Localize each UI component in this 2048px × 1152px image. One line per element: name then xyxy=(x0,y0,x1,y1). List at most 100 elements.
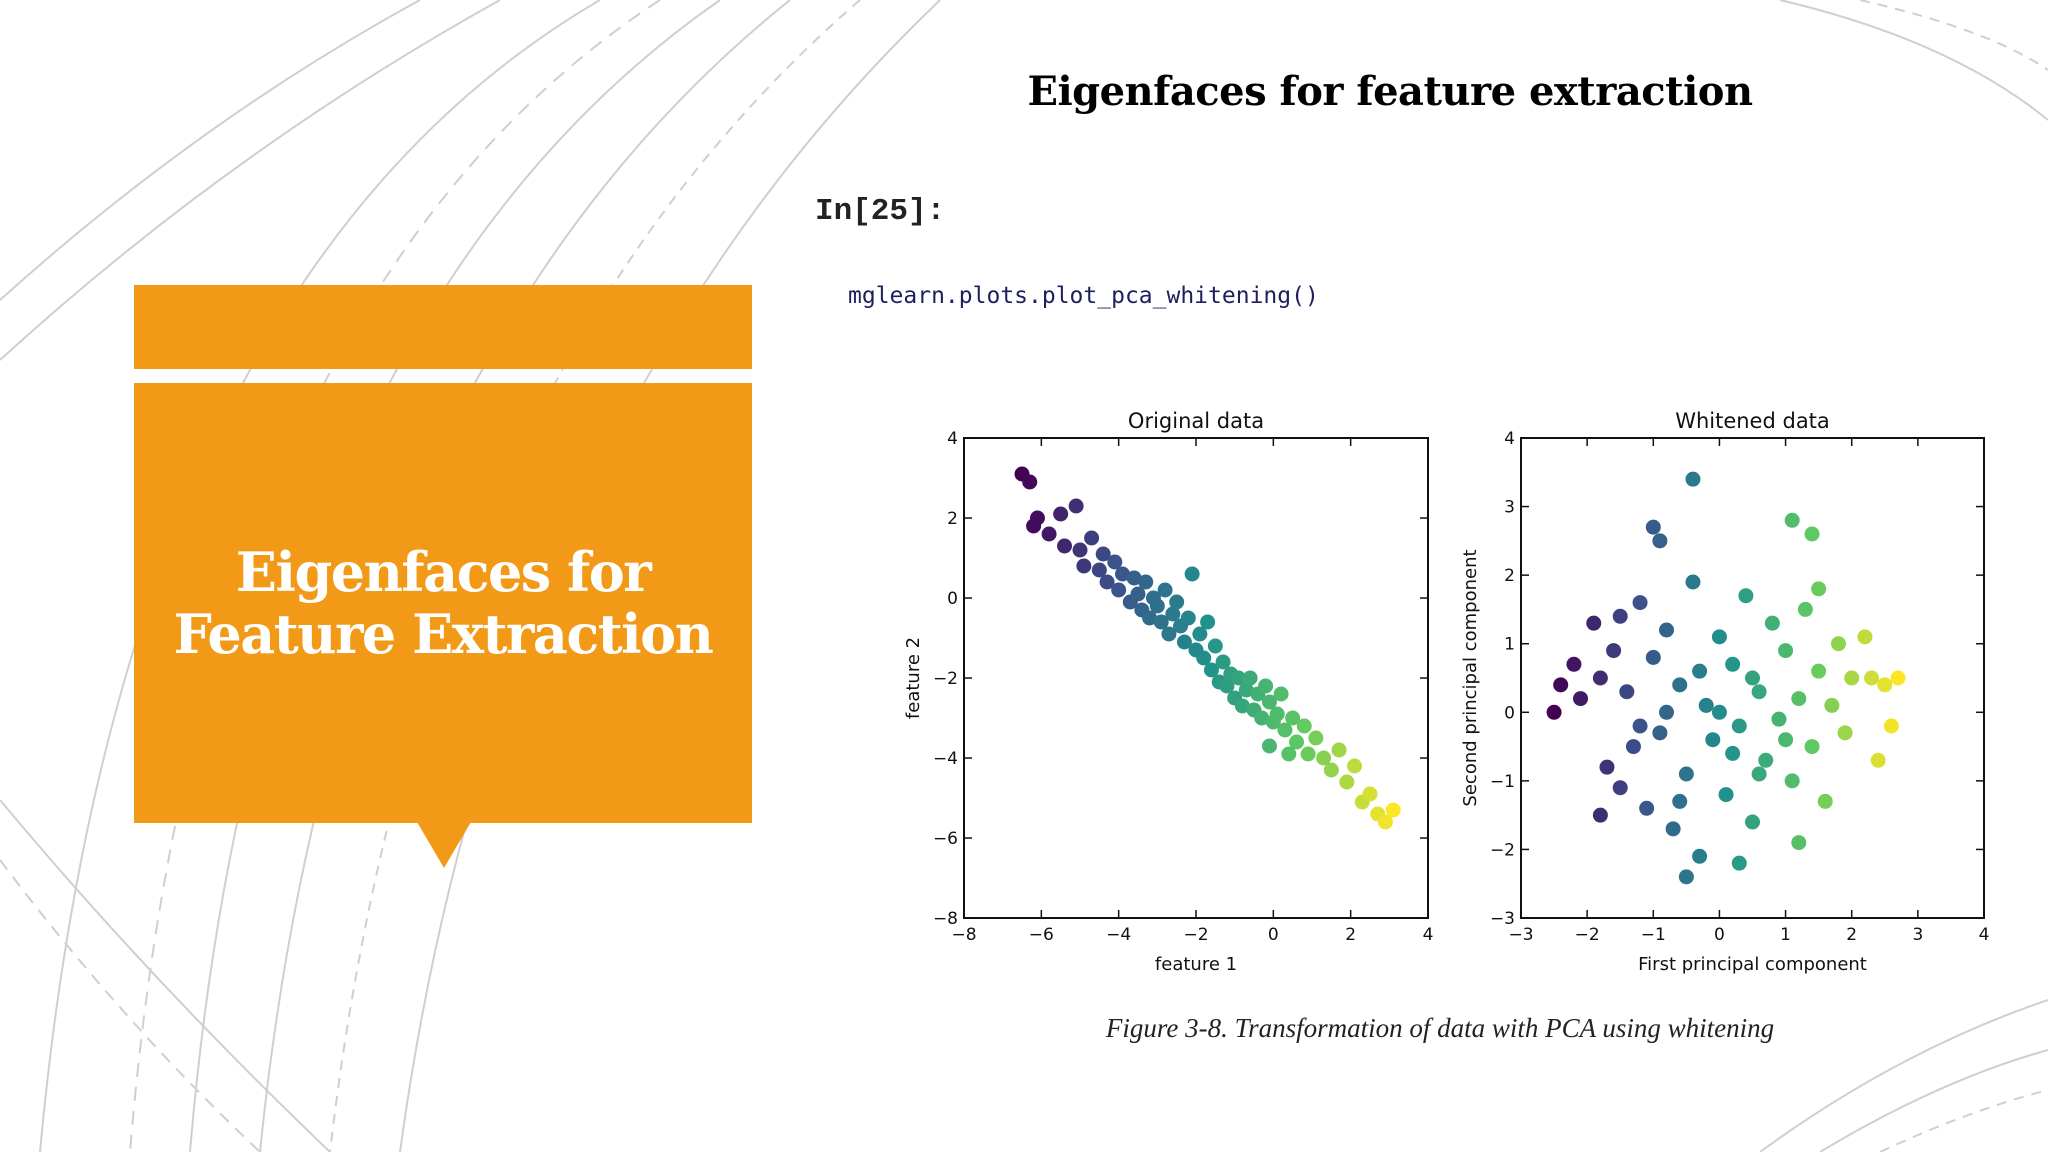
data-point xyxy=(1041,526,1057,542)
data-point xyxy=(1645,649,1661,665)
data-point xyxy=(1362,786,1378,802)
x-tick-label: 4 xyxy=(1423,925,1434,945)
data-point xyxy=(1180,610,1196,626)
data-point xyxy=(1277,722,1293,738)
data-point xyxy=(1153,614,1169,630)
title-callout: Eigenfaces for Feature Extraction xyxy=(134,383,752,823)
slide-title: Eigenfaces for feature extraction xyxy=(1027,68,1753,115)
data-point xyxy=(1385,802,1401,818)
data-point xyxy=(1142,610,1158,626)
data-point xyxy=(1091,562,1107,578)
x-tick-label: 1 xyxy=(1780,925,1791,945)
data-point xyxy=(1864,670,1880,686)
code-line: mglearn.plots.plot_pca_whitening() xyxy=(848,283,1319,309)
y-tick-label: −2 xyxy=(933,669,958,689)
data-point xyxy=(1659,704,1675,720)
data-point xyxy=(1705,732,1721,748)
data-point xyxy=(1632,718,1648,734)
data-point xyxy=(1592,807,1608,823)
data-point xyxy=(1192,626,1208,642)
data-point xyxy=(1758,752,1774,768)
data-point xyxy=(1745,814,1760,830)
data-point xyxy=(1296,718,1312,734)
data-point xyxy=(1107,554,1123,570)
data-point xyxy=(1258,678,1274,694)
y-tick-label: 4 xyxy=(947,429,958,449)
y-tick-label: −3 xyxy=(1490,909,1515,929)
data-point xyxy=(1165,606,1181,622)
data-point xyxy=(1176,634,1192,650)
chart-0: −8 −6 −4 −2 0 2 4 −8 −6 −4 −2 0 2 4 Original data featu… xyxy=(903,409,1433,975)
data-point xyxy=(1824,697,1840,713)
data-point xyxy=(1084,530,1100,546)
data-point xyxy=(1665,821,1681,837)
data-point xyxy=(1830,636,1846,652)
data-point xyxy=(1553,677,1569,693)
data-point xyxy=(1612,608,1628,624)
data-point xyxy=(1566,656,1582,672)
data-point xyxy=(1026,518,1042,534)
y-tick-label: −8 xyxy=(933,909,958,929)
x-tick-label: 3 xyxy=(1912,925,1923,945)
data-point xyxy=(1692,848,1708,864)
x-axis-label: feature 1 xyxy=(1155,954,1237,975)
data-point xyxy=(1883,718,1899,734)
data-point xyxy=(1745,670,1760,686)
data-point xyxy=(1725,745,1741,761)
x-tick-label: 0 xyxy=(1268,925,1279,945)
data-point xyxy=(1161,626,1177,642)
x-tick-label: −2 xyxy=(1183,925,1208,945)
data-point xyxy=(1731,718,1747,734)
data-point xyxy=(1791,835,1807,851)
data-point xyxy=(1586,615,1602,631)
data-point xyxy=(1652,533,1668,549)
data-point xyxy=(1300,746,1316,762)
data-point xyxy=(1053,506,1069,522)
data-point xyxy=(1711,704,1727,720)
data-point xyxy=(1269,706,1285,722)
x-tick-label: −4 xyxy=(1106,925,1131,945)
data-point xyxy=(1099,574,1115,590)
data-point xyxy=(1261,738,1277,754)
x-tick-label: −1 xyxy=(1641,925,1666,945)
y-tick-label: −1 xyxy=(1490,772,1515,792)
data-point xyxy=(1678,869,1694,885)
data-point xyxy=(1203,662,1219,678)
data-point xyxy=(1215,654,1231,670)
data-point xyxy=(1685,574,1701,590)
data-point xyxy=(1751,684,1767,700)
data-point xyxy=(1817,793,1833,809)
data-point xyxy=(1784,773,1800,789)
data-point xyxy=(1811,663,1827,679)
data-point xyxy=(1157,582,1173,598)
data-point xyxy=(1115,566,1131,582)
data-point xyxy=(1778,643,1794,659)
y-tick-label: −4 xyxy=(933,749,958,769)
data-point xyxy=(1207,638,1223,654)
chart-title: Whitened data xyxy=(1675,409,1830,433)
data-point xyxy=(1791,691,1807,707)
data-point xyxy=(1672,677,1688,693)
plot-frame xyxy=(963,437,1429,919)
data-point xyxy=(1149,598,1165,614)
data-point xyxy=(1659,622,1675,638)
data-point xyxy=(1804,739,1820,755)
y-axis-label: Second principal component xyxy=(1460,549,1481,806)
accent-bar xyxy=(134,285,752,369)
data-point xyxy=(1254,710,1270,726)
y-tick-label: 0 xyxy=(947,589,958,609)
y-tick-label: 4 xyxy=(1504,429,1515,449)
data-point xyxy=(1632,595,1648,611)
x-tick-label: −3 xyxy=(1508,925,1533,945)
data-point xyxy=(1289,734,1305,750)
data-point xyxy=(1126,570,1142,586)
data-point xyxy=(1057,538,1073,554)
data-point xyxy=(1196,650,1212,666)
cell-prompt: In[25]: xyxy=(815,194,946,229)
data-point xyxy=(1678,766,1694,782)
data-point xyxy=(1130,586,1146,602)
data-point xyxy=(1619,684,1635,700)
figure-caption: Figure 3-8. Transformation of data with … xyxy=(1105,1013,1775,1043)
data-point xyxy=(1612,780,1628,796)
data-point xyxy=(1076,558,1092,574)
